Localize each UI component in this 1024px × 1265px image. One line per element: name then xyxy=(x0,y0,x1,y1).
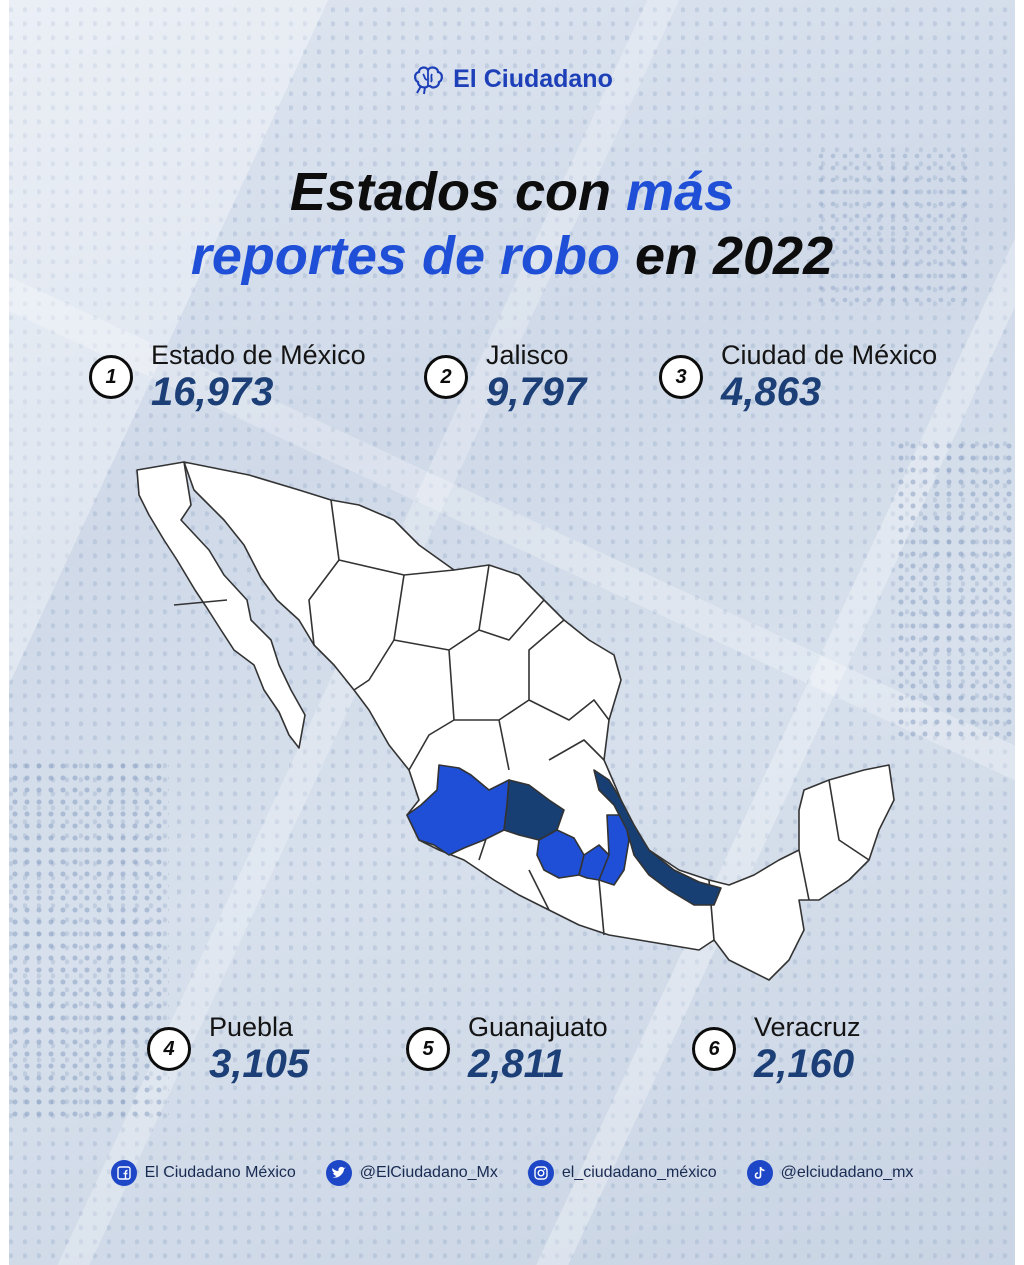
page-title: Estados con más reportes de robo en 2022 xyxy=(9,160,1015,288)
ranking-item-2: 2 Jalisco 9,797 xyxy=(424,340,586,414)
halftone-dots xyxy=(895,440,1015,740)
brand-name: El Ciudadano xyxy=(453,64,613,93)
rank-badge: 4 xyxy=(147,1027,191,1071)
rank-badge: 1 xyxy=(89,355,133,399)
theft-count: 3,105 xyxy=(209,1042,310,1086)
theft-count: 2,160 xyxy=(754,1042,855,1086)
social-links: El Ciudadano México @ElCiudadano_Mx el_c… xyxy=(9,1160,1015,1186)
theft-count: 9,797 xyxy=(486,370,587,414)
twitter-icon xyxy=(325,1160,352,1186)
map-region-veracruz xyxy=(593,769,722,906)
state-name: Veracruz xyxy=(754,1012,861,1042)
rank-badge: 6 xyxy=(692,1027,736,1071)
state-name: Puebla xyxy=(209,1012,294,1042)
social-link-twitter[interactable]: @ElCiudadano_Mx xyxy=(325,1160,498,1186)
mexico-map xyxy=(136,461,895,981)
halftone-dots xyxy=(9,760,169,1120)
theft-count: 16,973 xyxy=(151,370,274,414)
rank-badge: 3 xyxy=(659,355,703,399)
ranking-item-4: 4 Puebla 3,105 xyxy=(147,1012,309,1086)
title-part-4: en 2022 xyxy=(619,226,834,286)
brain-icon xyxy=(414,66,444,95)
state-name: Guanajuato xyxy=(468,1012,608,1042)
ranking-item-1: 1 Estado de México 16,973 xyxy=(89,340,366,414)
social-label: @elciudadano_mx xyxy=(780,1164,914,1181)
map-region-baja-border xyxy=(173,599,228,606)
map-region-jalisco xyxy=(406,764,510,856)
theft-count: 2,811 xyxy=(468,1042,566,1086)
brand-logo: El Ciudadano xyxy=(9,62,1015,96)
title-part-1: Estados con xyxy=(289,162,626,222)
social-link-tiktok[interactable]: @elciudadano_mx xyxy=(746,1160,914,1186)
social-label: el_ciudadano_méxico xyxy=(561,1164,717,1181)
map-region-mainland xyxy=(183,461,895,981)
state-name: Jalisco xyxy=(486,340,569,370)
ranking-item-6: 6 Veracruz 2,160 xyxy=(692,1012,861,1086)
halftone-dots xyxy=(815,150,975,310)
state-name: Estado de México xyxy=(151,340,366,370)
infographic: El Ciudadano Estados con más reportes de… xyxy=(9,0,1015,1265)
tiktok-icon xyxy=(746,1160,773,1186)
social-label: @ElCiudadano_Mx xyxy=(359,1164,498,1181)
instagram-icon xyxy=(527,1160,554,1186)
social-link-instagram[interactable]: el_ciudadano_méxico xyxy=(527,1160,717,1186)
social-link-facebook[interactable]: El Ciudadano México xyxy=(110,1160,296,1186)
rank-badge: 2 xyxy=(424,355,468,399)
theft-count: 4,863 xyxy=(721,370,822,414)
title-part-3: reportes de robo xyxy=(190,226,620,286)
facebook-icon xyxy=(110,1160,137,1186)
ranking-item-3: 3 Ciudad de México 4,863 xyxy=(659,340,937,414)
title-part-2: más xyxy=(625,162,735,222)
map-region-baja-california xyxy=(136,461,306,749)
ranking-item-5: 5 Guanajuato 2,811 xyxy=(406,1012,608,1086)
rank-badge: 5 xyxy=(406,1027,450,1071)
social-label: El Ciudadano México xyxy=(144,1164,296,1181)
state-name: Ciudad de México xyxy=(721,340,938,370)
